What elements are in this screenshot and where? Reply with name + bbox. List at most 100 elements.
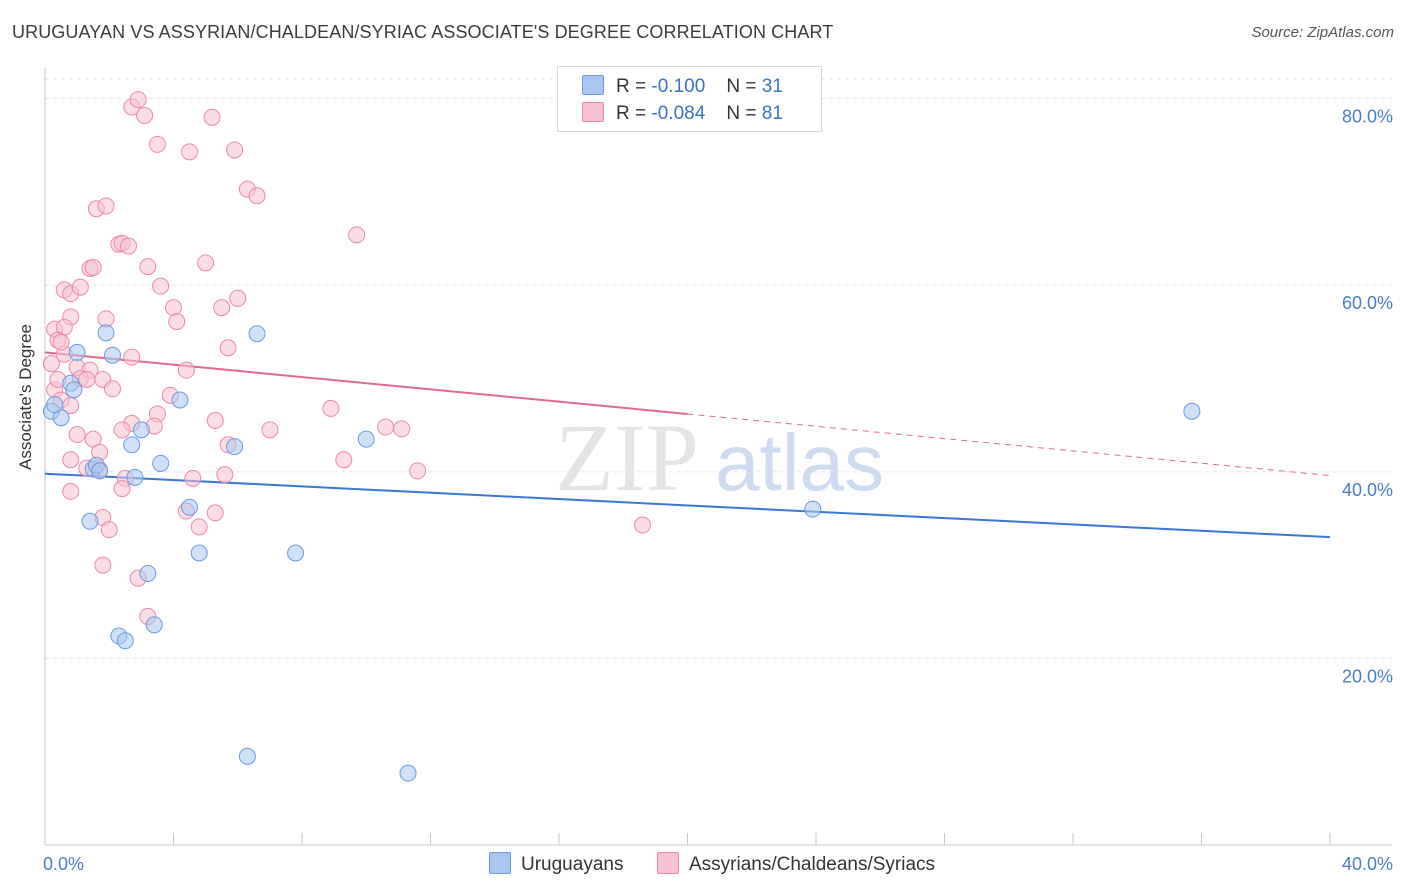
point-assyrians-64 <box>409 462 427 480</box>
point-uruguayans-12 <box>126 468 144 486</box>
bottom-legend-label-assyrians: Assyrians/Chaldeans/Syriacs <box>689 854 936 875</box>
point-uruguayans-28 <box>46 396 64 414</box>
point-assyrians-11 <box>97 197 115 215</box>
point-assyrians-18 <box>197 254 215 272</box>
watermark-zip: ZIP <box>555 404 699 511</box>
legend-swatch-assyrians <box>582 102 604 122</box>
point-uruguayans-11 <box>123 436 141 454</box>
point-assyrians-74 <box>190 518 208 536</box>
point-assyrians-71 <box>206 504 224 522</box>
legend-n-value-uruguayans: 31 <box>761 76 783 97</box>
point-assyrians-42 <box>103 380 121 398</box>
legend-r-label: R = <box>616 76 647 97</box>
point-assyrians-23 <box>165 299 182 317</box>
point-uruguayans-20 <box>226 438 244 456</box>
point-uruguayans-19 <box>190 544 208 562</box>
watermark-atlas: atlas <box>715 418 884 507</box>
point-assyrians-8 <box>248 187 266 205</box>
bottom-legend-swatch-uruguayans <box>489 852 511 874</box>
point-assyrians-67 <box>216 466 234 484</box>
point-uruguayans-24 <box>357 430 375 448</box>
point-assyrians-2 <box>136 106 154 124</box>
point-assyrians-63 <box>335 451 353 469</box>
point-assyrians-55 <box>393 420 411 438</box>
watermark: ZIP atlas <box>555 404 884 511</box>
point-assyrians-50 <box>113 421 131 439</box>
point-assyrians-38 <box>177 361 195 379</box>
gridlines <box>45 78 1392 659</box>
point-assyrians-73 <box>100 521 118 539</box>
point-uruguayans-9 <box>97 324 115 342</box>
point-uruguayans-5 <box>81 512 99 530</box>
legend-n-label: N = <box>726 76 757 97</box>
trend-line-0 <box>44 472 1331 539</box>
point-assyrians-56 <box>68 426 86 444</box>
point-uruguayans-10 <box>103 346 121 364</box>
point-assyrians-4 <box>181 143 199 161</box>
point-uruguayans-13 <box>132 421 150 439</box>
legend-r-value-assyrians: -0.084 <box>651 103 706 124</box>
point-assyrians-32 <box>219 339 237 357</box>
point-uruguayans-17 <box>171 391 189 409</box>
trend-line-1 <box>44 351 688 415</box>
x-tick-label-1: 40.0% <box>1342 854 1393 874</box>
point-assyrians-24 <box>213 299 231 317</box>
point-assyrians-69 <box>113 480 131 498</box>
point-assyrians-3 <box>148 135 166 153</box>
point-assyrians-9 <box>348 226 366 244</box>
point-assyrians-76 <box>94 556 112 574</box>
point-uruguayans-8 <box>91 462 109 480</box>
point-uruguayans-29 <box>804 500 822 518</box>
stats-legend: R = -0.100 N = 31 R = -0.084 N = 81 <box>557 66 822 132</box>
bottom-legend-label-uruguayans: Uruguayans <box>521 854 624 875</box>
point-assyrians-52 <box>206 412 224 430</box>
point-uruguayans-16 <box>152 454 170 472</box>
bottom-legend-uruguayans[interactable]: Uruguayans <box>489 852 623 876</box>
trend-line-dashed-1 <box>687 413 1331 477</box>
legend-r-value-uruguayans: -0.100 <box>651 76 706 97</box>
point-assyrians-25 <box>229 289 247 307</box>
point-assyrians-5 <box>203 108 221 126</box>
point-assyrians-53 <box>261 421 279 439</box>
point-uruguayans-3 <box>65 381 83 399</box>
point-assyrians-16 <box>84 259 102 277</box>
x-tick-label-0: 0.0% <box>43 854 84 874</box>
point-assyrians-60 <box>62 451 80 469</box>
legend-r-label: R = <box>616 103 647 124</box>
point-assyrians-47 <box>322 399 340 417</box>
point-uruguayans-30 <box>1183 402 1201 420</box>
bottom-legend-assyrians[interactable]: Assyrians/Chaldeans/Syriacs <box>657 852 935 876</box>
legend-n-value-assyrians: 81 <box>761 103 783 124</box>
bottom-legend-swatch-assyrians <box>657 852 679 874</box>
point-assyrians-6 <box>226 141 244 159</box>
y-tick-label-3: 80.0% <box>1342 107 1393 127</box>
data-points <box>42 91 1201 782</box>
tick-labels: 20.0% 40.0% 60.0% 80.0% 0.0% 40.0% <box>43 107 1393 874</box>
point-assyrians-68 <box>62 482 80 500</box>
point-assyrians-14 <box>120 237 138 255</box>
y-tick-label-1: 40.0% <box>1342 480 1393 500</box>
chart-title: URUGUAYAN VS ASSYRIAN/CHALDEAN/SYRIAC AS… <box>12 22 834 42</box>
point-assyrians-22 <box>152 277 170 295</box>
legend-n-label: N = <box>726 103 757 124</box>
point-assyrians-66 <box>184 469 202 487</box>
point-assyrians-41 <box>78 370 96 388</box>
y-tick-label-2: 60.0% <box>1342 293 1393 313</box>
point-uruguayans-4 <box>68 343 86 361</box>
point-assyrians-37 <box>42 355 60 373</box>
point-assyrians-54 <box>377 418 395 436</box>
point-uruguayans-21 <box>238 747 256 765</box>
legend-row-assyrians: R = -0.084 N = 81 <box>582 102 783 125</box>
point-assyrians-21 <box>71 278 89 296</box>
point-uruguayans-23 <box>287 544 305 562</box>
trend-lines <box>44 351 1331 539</box>
point-assyrians-75 <box>634 516 652 534</box>
y-tick-label-0: 20.0% <box>1342 666 1393 686</box>
point-assyrians-79 <box>52 333 70 351</box>
point-uruguayans-22 <box>248 325 266 343</box>
point-uruguayans-25 <box>399 764 417 782</box>
legend-swatch-uruguayans <box>582 75 604 95</box>
point-uruguayans-14 <box>139 565 157 583</box>
chart-source: Source: ZipAtlas.com <box>1251 24 1394 41</box>
